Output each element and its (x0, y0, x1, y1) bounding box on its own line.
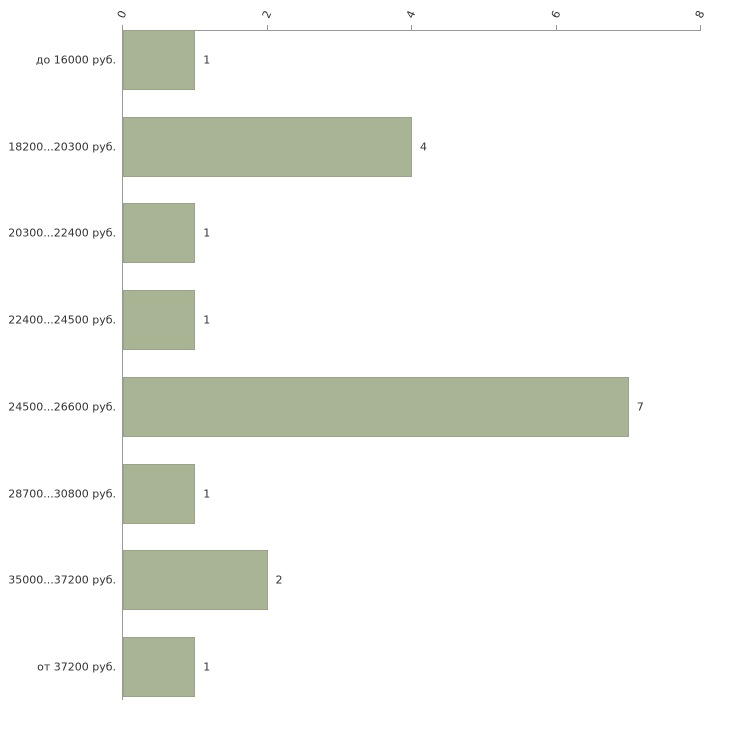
x-axis-tick-label: 8 (692, 8, 708, 21)
bar (123, 463, 196, 524)
value-label: 4 (420, 140, 427, 154)
x-axis-tick (700, 25, 701, 30)
value-label: 1 (203, 313, 211, 327)
x-axis-tick-label: 2 (259, 8, 274, 21)
x-axis-tick-label: 6 (548, 8, 563, 21)
bar (123, 636, 196, 697)
x-axis-tick (411, 25, 412, 30)
x-axis-tick (266, 25, 268, 30)
category-label: 20300...22400 руб. (8, 226, 116, 240)
bar (123, 30, 196, 90)
value-label: 7 (636, 400, 644, 414)
category-label: 24500...26600 руб. (8, 400, 116, 414)
bar (123, 290, 196, 351)
y-axis-line (122, 30, 123, 700)
value-label: 1 (203, 660, 211, 674)
value-label: 1 (203, 53, 211, 67)
bar (123, 203, 196, 264)
bar (123, 550, 268, 611)
category-label: от 37200 руб. (37, 660, 116, 674)
bar (123, 376, 629, 437)
value-label: 2 (275, 573, 283, 587)
category-label: 18200...20300 руб. (8, 140, 116, 154)
x-axis-line (122, 30, 701, 31)
value-label: 1 (203, 487, 211, 500)
category-label: 35000...37200 руб. (8, 573, 116, 587)
category-label: до 16000 руб. (35, 53, 116, 67)
bar (123, 116, 412, 177)
x-axis-tick (555, 25, 557, 30)
x-axis-tick-label: 4 (403, 8, 419, 21)
x-axis-tick-label: 0 (114, 8, 130, 21)
value-label: 1 (203, 226, 211, 240)
x-axis-tick (122, 25, 123, 30)
category-label: 28700...30800 руб. (8, 487, 116, 500)
category-label: 22400...24500 руб. (8, 313, 116, 327)
